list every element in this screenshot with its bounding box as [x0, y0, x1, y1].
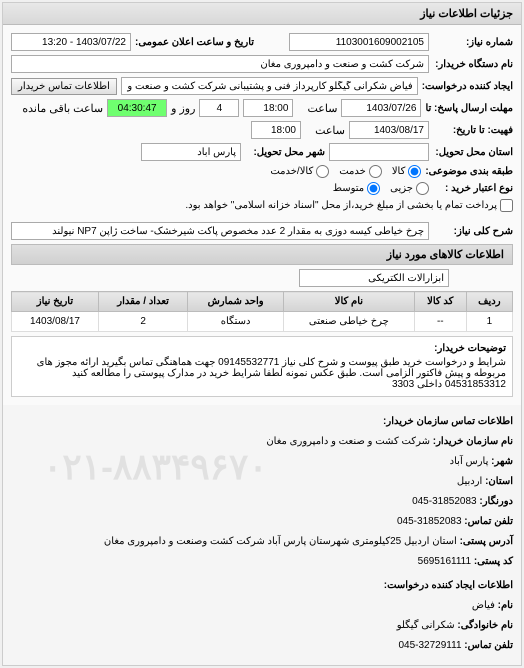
row-desc: شرح کلی نیاز: [11, 222, 513, 240]
table-header-row: ردیف کد کالا نام کالا واحد شمارش تعداد /… [12, 292, 513, 312]
province-input[interactable] [329, 143, 429, 161]
table-row[interactable]: 1 -- چرخ خیاطی صنعتی دستگاه 2 1403/08/17 [12, 312, 513, 332]
details-panel: جزئیات اطلاعات نیاز شماره نیاز: تاریخ و … [2, 2, 522, 666]
validity-date-input[interactable] [349, 121, 429, 139]
validity-time-input[interactable] [251, 121, 301, 139]
purchase-radio-credit-input[interactable] [367, 182, 380, 195]
row-creator: ایجاد کننده درخواست: اطلاعات تماس خریدار [11, 77, 513, 95]
deadline-time-input[interactable] [243, 99, 293, 117]
budget-radio-partial-input[interactable] [369, 165, 382, 178]
goods-section-header: اطلاعات کالاهای مورد نیاز [11, 244, 513, 265]
contact-buyer: نام سازمان خریدار: شرکت کشت و صنعت و دام… [11, 433, 513, 451]
creator-family: نام خانوادگی: شکرانی گیگلو [11, 617, 513, 635]
contact-header: اطلاعات تماس سازمان خریدار: [11, 413, 513, 431]
th-row: ردیف [466, 292, 512, 312]
row-group [11, 269, 513, 287]
announce-label: تاریخ و ساعت اعلان عمومی: [135, 37, 254, 48]
contact-city: شهر: پارس آباد [11, 453, 513, 471]
vat-checkbox-item[interactable]: پرداخت تمام یا بخشی از مبلغ خرید،از محل … [185, 199, 513, 212]
th-unit: واحد شمارش [188, 292, 284, 312]
deadline-date-input[interactable] [341, 99, 421, 117]
buyer-device-label: نام دستگاه خریدار: [433, 59, 513, 70]
time-remaining-label: ساعت باقی مانده [22, 102, 103, 115]
budget-label: طبقه بندی موضوعی: [425, 166, 513, 177]
buyer-device-input[interactable] [11, 55, 429, 73]
budget-radio-group: کالا خدمت کالا/خدمت [270, 165, 421, 178]
validity-label: فهیت: تا تاریخ: [433, 125, 513, 136]
budget-radio-all-input[interactable] [408, 165, 421, 178]
creator-name: نام: فیاض [11, 597, 513, 615]
row-number: شماره نیاز: تاریخ و ساعت اعلان عمومی: [11, 33, 513, 51]
th-date: تاریخ نیاز [12, 292, 99, 312]
th-qty: تعداد / مقدار [98, 292, 187, 312]
number-input[interactable] [289, 33, 429, 51]
purchase-radio-group: جزیی متوسط [333, 182, 429, 195]
group-input[interactable] [299, 269, 449, 287]
hour-label-2: ساعت [305, 124, 345, 137]
purchase-radio-cash-input[interactable] [416, 182, 429, 195]
td-date: 1403/08/17 [12, 312, 99, 332]
purchase-radio-cash[interactable]: جزیی [390, 182, 429, 195]
row-purchase-type: نوع اعتبار خرید : جزیی متوسط پرداخت تمام… [11, 182, 513, 212]
desc-label: شرح کلی نیاز: [433, 226, 513, 237]
budget-radio-none[interactable]: کالا/خدمت [270, 165, 329, 178]
contact-address: آدرس پستی: استان اردبیل 25کیلومتری شهرست… [11, 533, 513, 551]
contact-fax: دورنگار: 31852083-045 [11, 493, 513, 511]
goods-table: ردیف کد کالا نام کالا واحد شمارش تعداد /… [11, 291, 513, 332]
notes-label: توضیحات خریدار: [18, 343, 506, 354]
vat-checkbox[interactable] [500, 199, 513, 212]
contact-postal: کد پستی: 5695161111 [11, 553, 513, 571]
budget-radio-partial[interactable]: خدمت [339, 165, 382, 178]
budget-radio-none-input[interactable] [316, 165, 329, 178]
purchase-type-label: نوع اعتبار خرید : [433, 183, 513, 194]
th-code: کد کالا [414, 292, 466, 312]
time-remaining-input [107, 99, 167, 117]
row-buyer: نام دستگاه خریدار: [11, 55, 513, 73]
deadline-label: مهلت ارسال پاسخ: تا [425, 103, 513, 114]
contact-phone: تلفن تماس: 31852083-045 [11, 513, 513, 531]
announce-input[interactable] [11, 33, 131, 51]
td-row: 1 [466, 312, 512, 332]
row-validity: فهیت: تا تاریخ: ساعت [11, 121, 513, 139]
request-creator-label: ایجاد کننده درخواست: [422, 81, 513, 92]
row-deadline: مهلت ارسال پاسخ: تا ساعت روز و ساعت باقی… [11, 99, 513, 117]
city-label: شهر محل تحویل: [245, 147, 325, 158]
td-code: -- [414, 312, 466, 332]
number-label: شماره نیاز: [433, 37, 513, 48]
days-remaining-input [199, 99, 239, 117]
th-name: نام کالا [283, 292, 414, 312]
purchase-radio-credit[interactable]: متوسط [333, 182, 380, 195]
hour-label-1: ساعت [297, 102, 337, 115]
province-label: استان محل تحویل: [433, 147, 513, 158]
row-province: استان محل تحویل: شهر محل تحویل: [11, 143, 513, 161]
notes-value: شرایط و درخواست خرید طبق پیوست و شرح کلی… [37, 357, 506, 390]
days-label: روز و [171, 102, 195, 115]
request-creator-input[interactable] [121, 77, 418, 95]
contact-section: ۰۲۱-۸۸۳۴۹۶۷۰ اطلاعات تماس سازمان خریدار:… [3, 405, 521, 665]
td-qty: 2 [98, 312, 187, 332]
budget-radio-all[interactable]: کالا [392, 165, 422, 178]
vat-note: پرداخت تمام یا بخشی از مبلغ خرید،از محل … [185, 200, 497, 211]
panel-title: جزئیات اطلاعات نیاز [3, 3, 521, 25]
city-input[interactable] [141, 143, 241, 161]
form-body: شماره نیاز: تاریخ و ساعت اعلان عمومی: نا… [3, 25, 521, 405]
row-budget: طبقه بندی موضوعی: کالا خدمت کالا/خدمت [11, 165, 513, 178]
creator-header: اطلاعات ایجاد کننده درخواست: [11, 577, 513, 595]
creator-phone: تلفن تماس: 32729111-045 [11, 637, 513, 655]
notes-box: توضیحات خریدار: شرایط و درخواست خرید طبق… [11, 336, 513, 397]
desc-input[interactable] [11, 222, 429, 240]
td-unit: دستگاه [188, 312, 284, 332]
contact-info-button[interactable]: اطلاعات تماس خریدار [11, 78, 117, 95]
contact-province: استان: اردبیل [11, 473, 513, 491]
td-name: چرخ خیاطی صنعتی [283, 312, 414, 332]
